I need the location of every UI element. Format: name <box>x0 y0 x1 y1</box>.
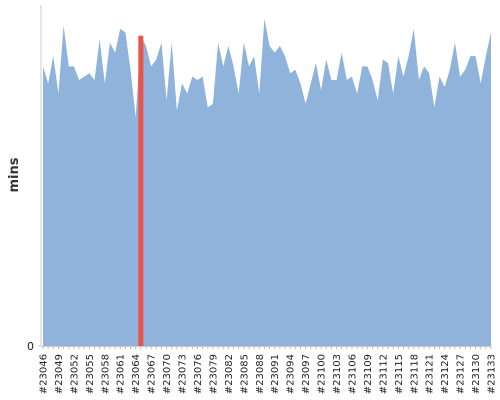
x-tick-label: #23094 <box>286 354 297 394</box>
x-tick-label: #23052 <box>69 354 80 394</box>
x-tick-label: #23130 <box>471 354 482 394</box>
area <box>43 18 491 346</box>
x-tick-label: #23118 <box>409 354 420 394</box>
x-tick-label: #23127 <box>456 354 467 394</box>
x-tick-label: #23082 <box>224 354 235 394</box>
x-tick-label: #23049 <box>54 354 65 394</box>
x-tick-label: #23109 <box>363 354 374 394</box>
x-tick-label: #23103 <box>332 354 343 394</box>
x-tick-label: #23112 <box>378 354 389 394</box>
x-tick-label: #23076 <box>193 354 204 394</box>
x-tick-label: #23097 <box>301 354 312 394</box>
x-tick-label: #23061 <box>116 354 127 394</box>
x-tick-label: #23064 <box>131 354 142 394</box>
x-tick-label: #23133 <box>487 354 498 394</box>
x-tick-label: #23055 <box>85 354 96 394</box>
y-tick-label: 0 <box>27 340 34 353</box>
x-tick-label: #23091 <box>270 354 281 394</box>
x-tick-label: #23124 <box>440 354 451 394</box>
x-tick-label: #23067 <box>147 354 158 394</box>
x-tick-label: #23115 <box>394 354 405 394</box>
x-tick-label: #23058 <box>100 354 111 394</box>
x-tick-label: #23106 <box>347 354 358 394</box>
x-tick-label: #23079 <box>208 354 219 394</box>
x-tick-label: #23088 <box>255 354 266 394</box>
x-tick-label: #23085 <box>239 354 250 394</box>
x-tick-label: #23100 <box>317 354 328 394</box>
x-tick-label: #23073 <box>178 354 189 394</box>
x-tick-label: #23121 <box>425 354 436 394</box>
x-tick-label: #23070 <box>162 354 173 394</box>
x-tick-label: #23046 <box>39 354 50 394</box>
y-axis-label: mins <box>7 157 22 192</box>
